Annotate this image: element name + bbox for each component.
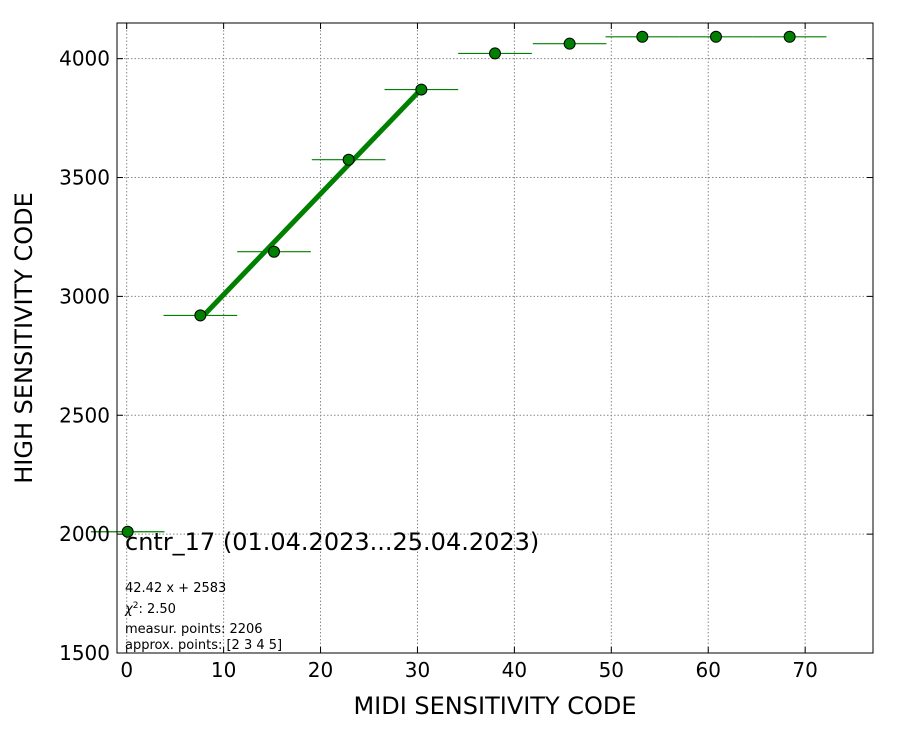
y-tick-label-2: 2500 bbox=[59, 403, 110, 427]
chi-value: : 2.50 bbox=[138, 602, 175, 617]
data-point-4 bbox=[415, 83, 428, 96]
y-tick-label-0: 1500 bbox=[59, 641, 110, 665]
x-tick-label-2: 20 bbox=[308, 658, 333, 682]
x-axis-label: MIDI SENSITIVITY CODE bbox=[353, 692, 636, 720]
y-tick-label-5: 4000 bbox=[59, 47, 110, 71]
fit-line bbox=[197, 86, 424, 322]
x-tick-label-5: 50 bbox=[599, 658, 624, 682]
chi-symbol: χ bbox=[124, 602, 134, 617]
y-tick-label-3: 3000 bbox=[59, 284, 110, 308]
data-point-7 bbox=[636, 30, 649, 43]
x-tick-label-3: 30 bbox=[405, 658, 430, 682]
data-point-2 bbox=[268, 245, 281, 258]
data-point-3 bbox=[342, 153, 355, 166]
fit-layer bbox=[197, 86, 424, 322]
fit-equation: 42.42 x + 2583 bbox=[125, 581, 226, 596]
data-point-0 bbox=[121, 525, 134, 538]
plot-frame bbox=[116, 22, 874, 654]
approximation-points: approx. points: [2 3 4 5] bbox=[125, 638, 282, 653]
y-tick-label-1: 2000 bbox=[59, 522, 110, 546]
y-tick-label-4: 3500 bbox=[59, 166, 110, 190]
chart-title: cntr_17 (01.04.2023...25.04.2023) bbox=[125, 528, 539, 556]
data-point-6 bbox=[563, 37, 576, 50]
x-tick-label-1: 10 bbox=[211, 658, 236, 682]
data-points bbox=[121, 30, 796, 538]
data-point-8 bbox=[709, 30, 722, 43]
x-tick-label-7: 70 bbox=[792, 658, 817, 682]
data-point-1 bbox=[194, 309, 207, 322]
x-tick-label-4: 40 bbox=[502, 658, 527, 682]
data-point-5 bbox=[489, 47, 501, 60]
y-axis-label: HIGH SENSITIVITY CODE bbox=[10, 192, 38, 484]
axis-ticks: 0 10 20 30 40 50 60 70 1500 2000 2500 3000 3500 4000 bbox=[59, 23, 873, 682]
x-tick-label-6: 60 bbox=[696, 658, 721, 682]
chi-exponent: 2 bbox=[133, 601, 139, 611]
x-tick-label-0: 0 bbox=[120, 658, 133, 682]
plot-background bbox=[117, 23, 873, 653]
measurement-points: measur. points: 2206 bbox=[125, 622, 263, 637]
data-point-9 bbox=[783, 30, 796, 43]
chi-square: χ2: 2.50 bbox=[124, 601, 176, 617]
